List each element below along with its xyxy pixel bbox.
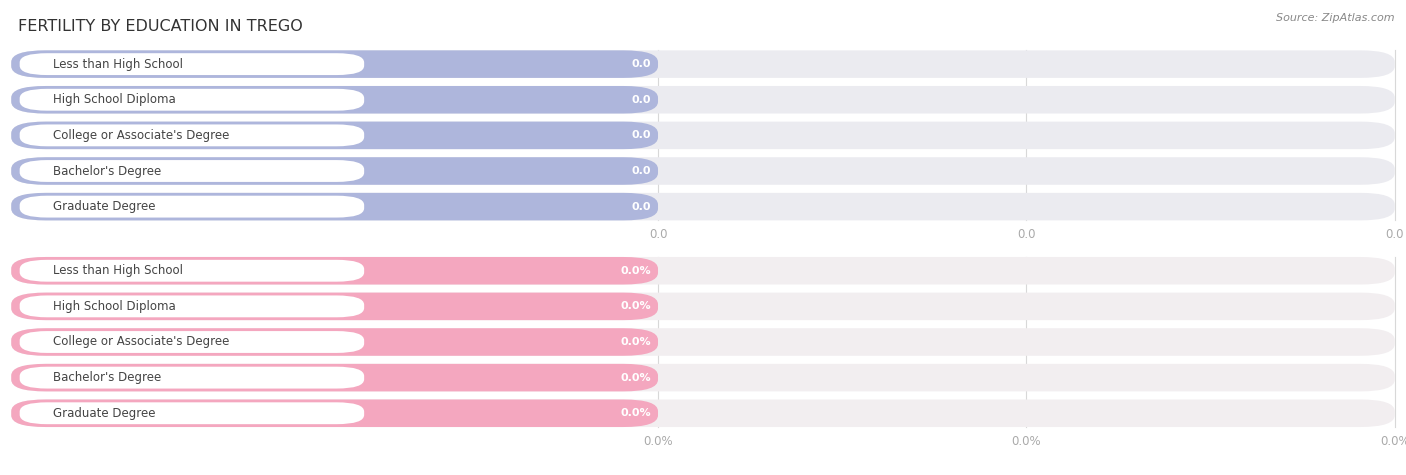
FancyBboxPatch shape: [11, 157, 1395, 185]
Text: 0.0: 0.0: [1385, 228, 1405, 241]
Text: 0.0: 0.0: [631, 201, 651, 212]
FancyBboxPatch shape: [11, 50, 1395, 78]
FancyBboxPatch shape: [20, 53, 364, 75]
FancyBboxPatch shape: [20, 260, 364, 282]
FancyBboxPatch shape: [11, 122, 658, 149]
FancyBboxPatch shape: [11, 364, 658, 391]
Text: 0.0: 0.0: [1017, 228, 1036, 241]
FancyBboxPatch shape: [20, 160, 364, 182]
Text: Source: ZipAtlas.com: Source: ZipAtlas.com: [1277, 13, 1395, 23]
Text: Bachelor's Degree: Bachelor's Degree: [53, 371, 162, 384]
Text: College or Associate's Degree: College or Associate's Degree: [53, 335, 229, 349]
Text: Less than High School: Less than High School: [53, 57, 183, 71]
Text: 0.0%: 0.0%: [1379, 435, 1406, 447]
FancyBboxPatch shape: [11, 193, 658, 220]
FancyBboxPatch shape: [11, 257, 1395, 285]
Text: Less than High School: Less than High School: [53, 264, 183, 277]
Text: 0.0%: 0.0%: [620, 372, 651, 383]
FancyBboxPatch shape: [11, 157, 658, 185]
Text: Graduate Degree: Graduate Degree: [53, 407, 156, 420]
FancyBboxPatch shape: [11, 193, 1395, 220]
Text: 0.0%: 0.0%: [643, 435, 673, 447]
Text: 0.0%: 0.0%: [620, 266, 651, 276]
Text: 0.0: 0.0: [631, 130, 651, 141]
Text: FERTILITY BY EDUCATION IN TREGO: FERTILITY BY EDUCATION IN TREGO: [18, 19, 304, 34]
FancyBboxPatch shape: [20, 331, 364, 353]
Text: 0.0%: 0.0%: [620, 301, 651, 312]
FancyBboxPatch shape: [11, 293, 658, 320]
Text: College or Associate's Degree: College or Associate's Degree: [53, 129, 229, 142]
FancyBboxPatch shape: [20, 89, 364, 111]
FancyBboxPatch shape: [20, 295, 364, 317]
FancyBboxPatch shape: [20, 124, 364, 146]
FancyBboxPatch shape: [11, 399, 1395, 427]
Text: 0.0: 0.0: [648, 228, 668, 241]
FancyBboxPatch shape: [11, 328, 658, 356]
FancyBboxPatch shape: [11, 328, 1395, 356]
FancyBboxPatch shape: [11, 257, 658, 285]
FancyBboxPatch shape: [11, 86, 1395, 114]
Text: 0.0: 0.0: [631, 166, 651, 176]
FancyBboxPatch shape: [11, 122, 1395, 149]
Text: High School Diploma: High School Diploma: [53, 300, 176, 313]
Text: 0.0%: 0.0%: [620, 337, 651, 347]
FancyBboxPatch shape: [11, 399, 658, 427]
FancyBboxPatch shape: [20, 196, 364, 218]
FancyBboxPatch shape: [11, 364, 1395, 391]
Text: 0.0: 0.0: [631, 95, 651, 105]
Text: 0.0: 0.0: [631, 59, 651, 69]
Text: 0.0%: 0.0%: [1011, 435, 1042, 447]
FancyBboxPatch shape: [20, 367, 364, 389]
Text: Bachelor's Degree: Bachelor's Degree: [53, 164, 162, 178]
FancyBboxPatch shape: [20, 402, 364, 424]
FancyBboxPatch shape: [11, 86, 658, 114]
Text: Graduate Degree: Graduate Degree: [53, 200, 156, 213]
Text: High School Diploma: High School Diploma: [53, 93, 176, 106]
FancyBboxPatch shape: [11, 293, 1395, 320]
Text: 0.0%: 0.0%: [620, 408, 651, 418]
FancyBboxPatch shape: [11, 50, 658, 78]
